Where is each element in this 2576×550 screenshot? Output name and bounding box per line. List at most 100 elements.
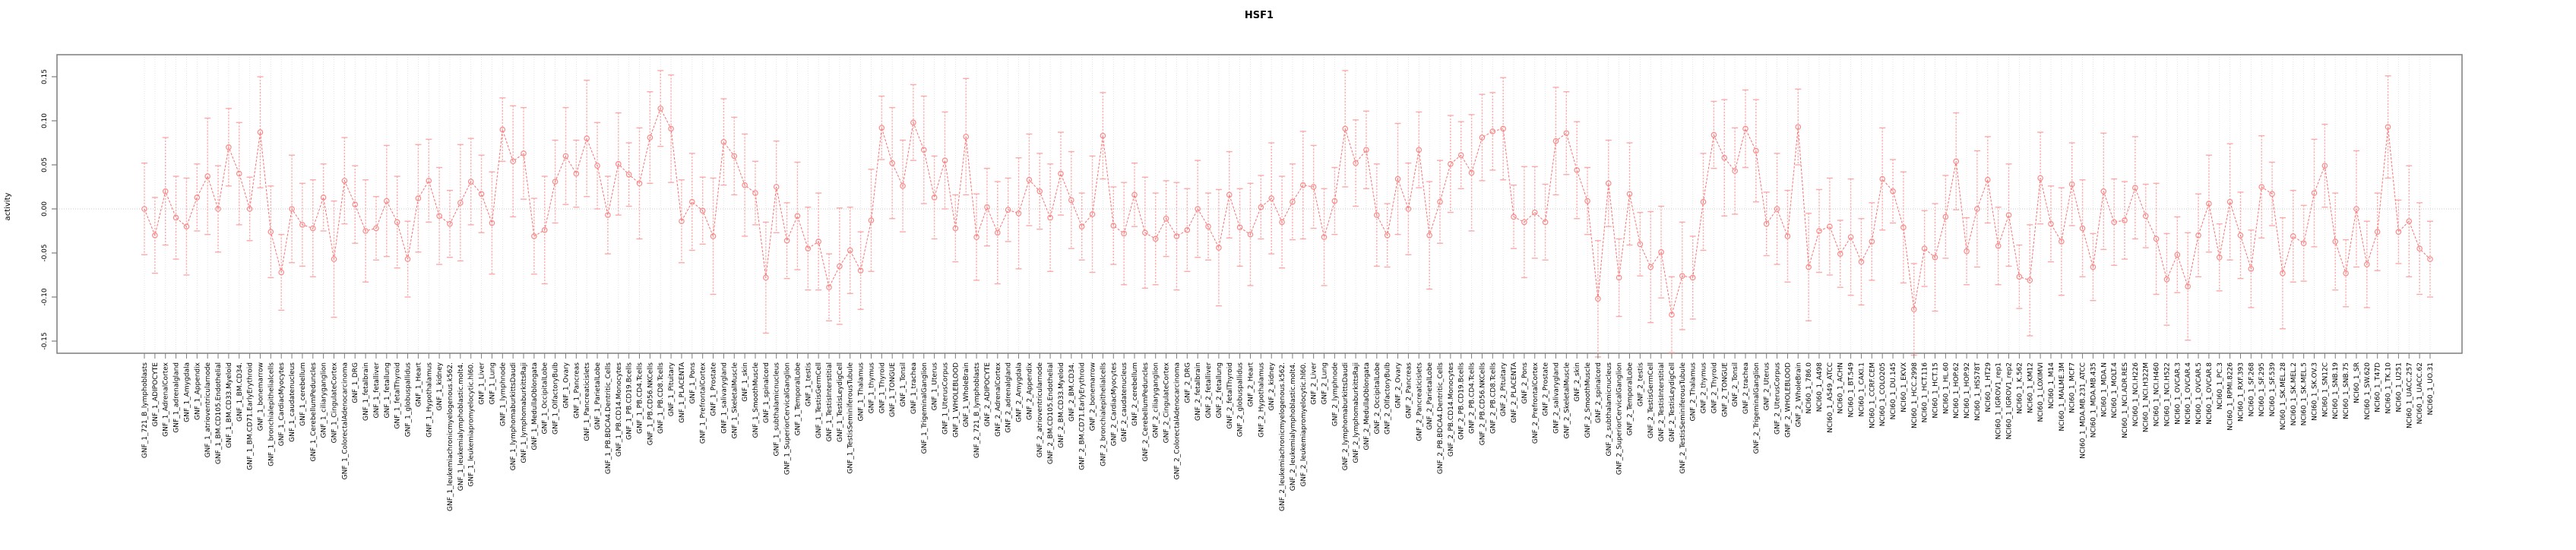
x-tick-label: GNF_2_TestisSeminiferousTubule bbox=[1679, 362, 1687, 474]
x-tick-label: GNF_2_PB.CD8.Tcells bbox=[1489, 362, 1497, 434]
data-point bbox=[2290, 233, 2296, 239]
data-point bbox=[1679, 273, 1685, 279]
x-tick-label: GNF_2_TestisLeydigCell bbox=[1669, 362, 1676, 442]
x-tick-label: GNF_1_Thalamus bbox=[858, 362, 866, 422]
x-tick-label: NCI60_1_NCI.H226 bbox=[2132, 362, 2140, 427]
x-tick-label: GNF_2_Appendix bbox=[1026, 362, 1033, 420]
data-point bbox=[2258, 184, 2265, 190]
plot-area: 0.15 0.10 0.05 0.00 -0.05 -0.10 -0.15 GNF_1_721… bbox=[41, 54, 2463, 511]
data-point bbox=[1837, 251, 1843, 257]
data-point bbox=[1310, 184, 1317, 190]
x-tick-label: GNF_2_trachea bbox=[1742, 362, 1750, 414]
series-line bbox=[144, 107, 2431, 315]
x-tick-label: GNF_1_MedullaOblongata bbox=[531, 362, 539, 450]
data-point bbox=[900, 183, 906, 189]
data-point bbox=[1658, 249, 1664, 255]
x-tick-label: NCI60_1_RPMI.8226 bbox=[2227, 362, 2235, 431]
data-point bbox=[2364, 261, 2370, 267]
data-point bbox=[467, 179, 474, 185]
data-point bbox=[521, 150, 527, 156]
data-point bbox=[2005, 212, 2012, 218]
data-point bbox=[1974, 206, 1980, 212]
data-point bbox=[426, 178, 432, 184]
data-point bbox=[920, 147, 927, 153]
x-tick-label: GNF_1_PrefrontalCortex bbox=[700, 362, 707, 444]
data-point bbox=[289, 206, 295, 212]
y-tick-label: -0.10 bbox=[41, 288, 49, 306]
data-point bbox=[1827, 223, 1833, 230]
data-point bbox=[510, 158, 516, 165]
x-tick-label: NCI60_1_UACC.62 bbox=[2416, 362, 2424, 424]
data-point bbox=[362, 228, 369, 234]
x-tick-label: GNF_1_PB.CD4.Tcells bbox=[637, 362, 644, 434]
data-point bbox=[605, 212, 611, 218]
x-tick-label: GNF_2_AdrenalCortex bbox=[995, 362, 1002, 436]
data-point bbox=[857, 267, 864, 274]
data-point bbox=[984, 204, 990, 210]
data-point bbox=[1205, 223, 1211, 230]
x-tick-label: GNF_1_OlfactoryBulb bbox=[552, 362, 560, 435]
x-tick-label: GNF_2_Amygdala bbox=[1016, 362, 1024, 422]
x-tick-label: NCI60_1_T47D bbox=[2375, 362, 2382, 412]
x-tick-label: NCI60_1_HOP.62 bbox=[1953, 362, 1960, 419]
x-tick-label: NCI60_1_HL.60 bbox=[1942, 362, 1950, 414]
data-point bbox=[246, 206, 253, 212]
data-point bbox=[352, 201, 359, 208]
x-tick-label: GNF_2_CerebellumPeduncles bbox=[1142, 362, 1150, 462]
data-point bbox=[2311, 190, 2318, 196]
x-tick-label: GNF_2_fetalliver bbox=[1205, 362, 1213, 419]
data-point bbox=[625, 171, 632, 178]
x-tick-label: NCI60_1_SR bbox=[2353, 362, 2361, 403]
x-tick-label: GNF_2_TONGUE bbox=[1721, 362, 1729, 417]
data-point bbox=[889, 160, 895, 166]
data-point bbox=[152, 232, 158, 239]
data-point bbox=[552, 179, 559, 185]
data-point bbox=[172, 214, 179, 221]
x-tick-label: GNF_1_atrioventricularnode bbox=[204, 362, 212, 458]
x-tick-label: GNF_2_OccipitalLobe bbox=[1374, 362, 1381, 435]
x-tick-label: NCI60_1_OVCAR.3 bbox=[2174, 362, 2182, 425]
data-point bbox=[1363, 147, 1369, 153]
y-tick-label: 0.05 bbox=[41, 157, 49, 172]
x-tick-label: NCI60_1_HOP.92 bbox=[1964, 362, 1971, 419]
x-tick-label: GNF_2_TrigeminalGanglion bbox=[1753, 362, 1761, 454]
data-point bbox=[1026, 176, 1033, 183]
x-tick-label: GNF_1_PB.CD19.Bcells bbox=[626, 362, 634, 440]
data-point bbox=[1732, 168, 1738, 174]
data-point bbox=[1457, 152, 1464, 159]
x-tick-label: GNF_2_SkeletalMuscle bbox=[1563, 362, 1571, 439]
data-point bbox=[1236, 224, 1243, 231]
data-point bbox=[1078, 223, 1085, 230]
data-point bbox=[1763, 220, 1770, 227]
data-point bbox=[1152, 235, 1159, 242]
data-point bbox=[2195, 232, 2201, 239]
x-tick-label: GNF_1_PB.BDCA4.Dentritic_Cells bbox=[605, 362, 612, 474]
data-point bbox=[531, 233, 537, 239]
data-point bbox=[331, 256, 337, 262]
x-tick-label: GNF_1_fetallung bbox=[384, 362, 391, 418]
data-point bbox=[1647, 264, 1654, 270]
data-point bbox=[1353, 160, 1359, 166]
data-point bbox=[562, 153, 569, 160]
data-point bbox=[1563, 130, 1570, 137]
x-tick-label: NCI60_1_K.562 bbox=[2016, 362, 2024, 414]
data-point bbox=[2027, 277, 2033, 283]
x-tick-label: GNF_1_leukemiapromyelocytic.hl60. bbox=[468, 362, 476, 487]
x-tick-label: GNF_2_fetalbrain bbox=[1195, 362, 1202, 421]
data-point bbox=[457, 200, 464, 206]
data-point bbox=[847, 247, 853, 254]
data-point bbox=[594, 163, 600, 169]
data-point bbox=[1584, 198, 1590, 204]
x-tick-label: NCI60_1_SK.MEL.5 bbox=[2301, 362, 2309, 425]
data-point bbox=[1015, 210, 1022, 217]
data-point bbox=[2185, 283, 2191, 289]
data-point bbox=[1985, 176, 1991, 183]
data-point bbox=[699, 207, 706, 214]
data-point bbox=[1784, 233, 1791, 239]
x-tick-label: GNF_2_PLACENTA bbox=[1511, 362, 1518, 423]
x-tick-label: GNF_1_Pancreas bbox=[573, 362, 581, 419]
data-point bbox=[2037, 175, 2043, 182]
x-tick-label: GNF_2_Thalamus bbox=[1690, 362, 1698, 422]
data-point bbox=[1669, 311, 1675, 318]
data-point bbox=[267, 229, 274, 235]
